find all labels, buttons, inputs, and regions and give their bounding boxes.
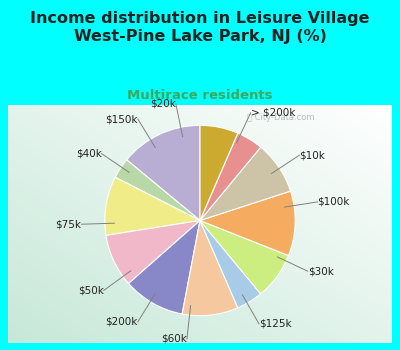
Text: ⓘ City-Data.com: ⓘ City-Data.com [247, 113, 314, 122]
Wedge shape [200, 133, 261, 220]
Wedge shape [200, 220, 288, 294]
Text: Income distribution in Leisure Village
West-Pine Lake Park, NJ (%): Income distribution in Leisure Village W… [30, 10, 370, 44]
Text: $150k: $150k [105, 114, 138, 124]
Text: $60k: $60k [161, 334, 187, 344]
Wedge shape [182, 220, 238, 316]
Wedge shape [127, 125, 200, 220]
Wedge shape [200, 191, 295, 256]
Text: $10k: $10k [300, 150, 325, 160]
Text: Multirace residents: Multirace residents [127, 89, 273, 102]
Wedge shape [200, 147, 290, 220]
Wedge shape [105, 177, 200, 236]
Text: $50k: $50k [78, 286, 104, 295]
Text: $20k: $20k [150, 99, 176, 109]
Text: $100k: $100k [318, 197, 350, 207]
Text: $30k: $30k [308, 266, 334, 276]
Wedge shape [200, 125, 238, 220]
Text: > $200k: > $200k [251, 108, 295, 118]
Text: $40k: $40k [76, 149, 102, 159]
Text: $75k: $75k [55, 219, 81, 229]
Wedge shape [128, 220, 200, 314]
Wedge shape [106, 220, 200, 284]
Text: $125k: $125k [259, 319, 292, 329]
Text: $200k: $200k [106, 317, 138, 327]
Wedge shape [115, 160, 200, 220]
Wedge shape [200, 220, 261, 308]
